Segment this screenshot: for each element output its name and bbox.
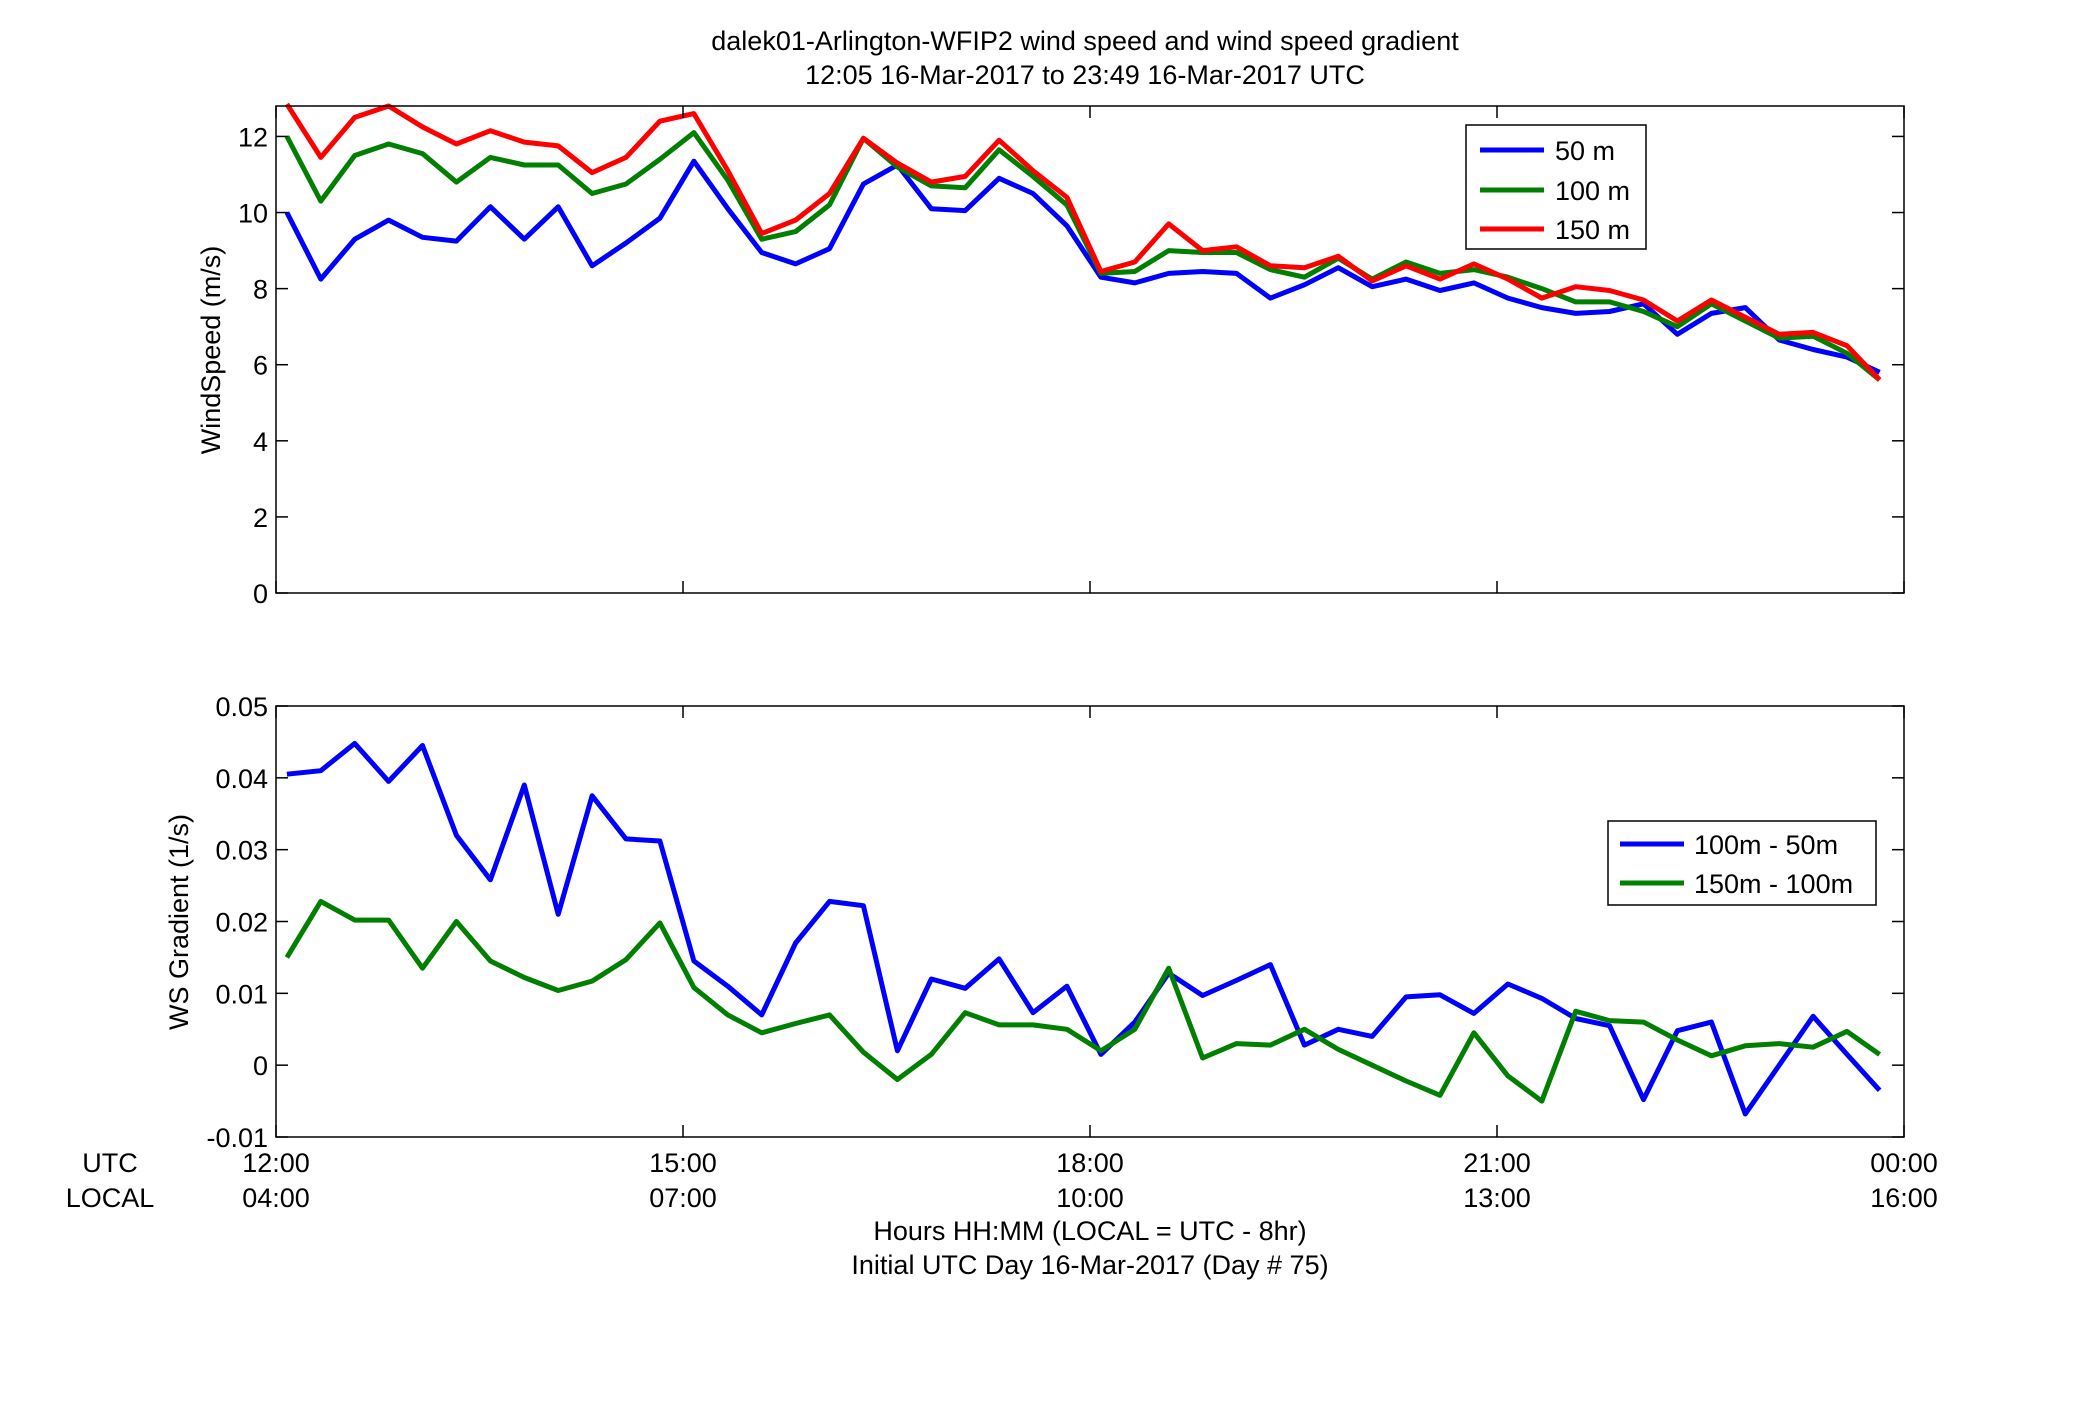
xtick-label-utc-1: 15:00: [649, 1148, 717, 1178]
xlabel-line2: Initial UTC Day 16-Mar-2017 (Day # 75): [851, 1250, 1328, 1280]
windspeed-series-line-2: [284, 102, 1882, 382]
xtick-label-utc-4: 00:00: [1870, 1148, 1938, 1178]
figure-title-line1: dalek01-Arlington-WFIP2 wind speed and w…: [711, 26, 1459, 56]
gradient-ytick-label-3: 0.02: [215, 908, 268, 938]
windspeed-ytick-label-1: 2: [253, 503, 268, 533]
gradient-ticks: -0.01 0 0.01 0.02 0.03 0.04 0.05 12:00 04:00 15:0…: [206, 692, 1937, 1213]
gradient-panel: -0.01 0 0.01 0.02 0.03 0.04 0.05 12:00 04:00 15:0…: [164, 692, 1938, 1213]
gradient-legend: 100m - 50m 150m - 100m: [1607, 820, 1877, 906]
gradient-ylabel: WS Gradient (1/s): [164, 814, 194, 1030]
windspeed-series-line-0: [284, 158, 1881, 375]
gradient-legend-box: [1607, 820, 1877, 906]
windspeed-legend: 50 m 100 m 150 m: [1465, 124, 1647, 250]
windspeed-ylabel: WindSpeed (m/s): [196, 246, 226, 455]
legend-label-50m: 50 m: [1555, 136, 1615, 166]
windspeed-ytick-label-5: 10: [238, 199, 268, 229]
row-label-utc: UTC: [82, 1148, 138, 1178]
row-label-local: LOCAL: [66, 1183, 155, 1213]
xtick-label-local-3: 13:00: [1463, 1183, 1531, 1213]
windspeed-ytick-label-6: 12: [238, 122, 268, 152]
xtick-label-local-4: 16:00: [1870, 1183, 1938, 1213]
windspeed-ytick-label-0: 0: [253, 579, 268, 609]
gradient-ytick-label-2: 0.01: [215, 979, 268, 1009]
gradient-ytick-label-4: 0.03: [215, 836, 268, 866]
windspeed-ticks: 0 2 4 6 8 10 12: [238, 106, 1905, 609]
gradient-ytick-label-5: 0.04: [215, 764, 268, 794]
xtick-label-utc-3: 21:00: [1463, 1148, 1531, 1178]
windspeed-ytick-label-4: 8: [253, 275, 268, 305]
windspeed-plot-lines: [284, 102, 1882, 382]
gradient-ytick-label-6: 0.05: [215, 692, 268, 722]
legend-label-150m-100m: 150m - 100m: [1694, 869, 1853, 899]
xtick-label-local-0: 04:00: [242, 1183, 310, 1213]
windspeed-ytick-label-3: 6: [253, 351, 268, 381]
gradient-plot-lines: [284, 740, 1882, 1117]
legend-label-150m: 150 m: [1555, 215, 1630, 245]
legend-label-100m: 100 m: [1555, 176, 1630, 206]
gradient-ytick-label-1: 0: [253, 1051, 268, 1081]
legend-label-100m-50m: 100m - 50m: [1694, 830, 1838, 860]
xtick-label-utc-2: 18:00: [1056, 1148, 1124, 1178]
xlabel-line1: Hours HH:MM (LOCAL = UTC - 8hr): [873, 1216, 1306, 1246]
gradient-series-line-1: [284, 898, 1882, 1104]
xtick-label-local-2: 10:00: [1056, 1183, 1124, 1213]
xtick-label-utc-0: 12:00: [242, 1148, 310, 1178]
windspeed-ytick-label-2: 4: [253, 427, 268, 457]
windspeed-panel: 0 2 4 6 8 10 12 WindSpeed (m/s) 50 m 100 m 150…: [196, 102, 1905, 609]
figure-title-line2: 12:05 16-Mar-2017 to 23:49 16-Mar-2017 U…: [805, 60, 1365, 90]
gradient-series-line-0: [286, 740, 1882, 1117]
xtick-label-local-1: 07:00: [649, 1183, 717, 1213]
gradient-ytick-label-0: -0.01: [206, 1123, 268, 1153]
